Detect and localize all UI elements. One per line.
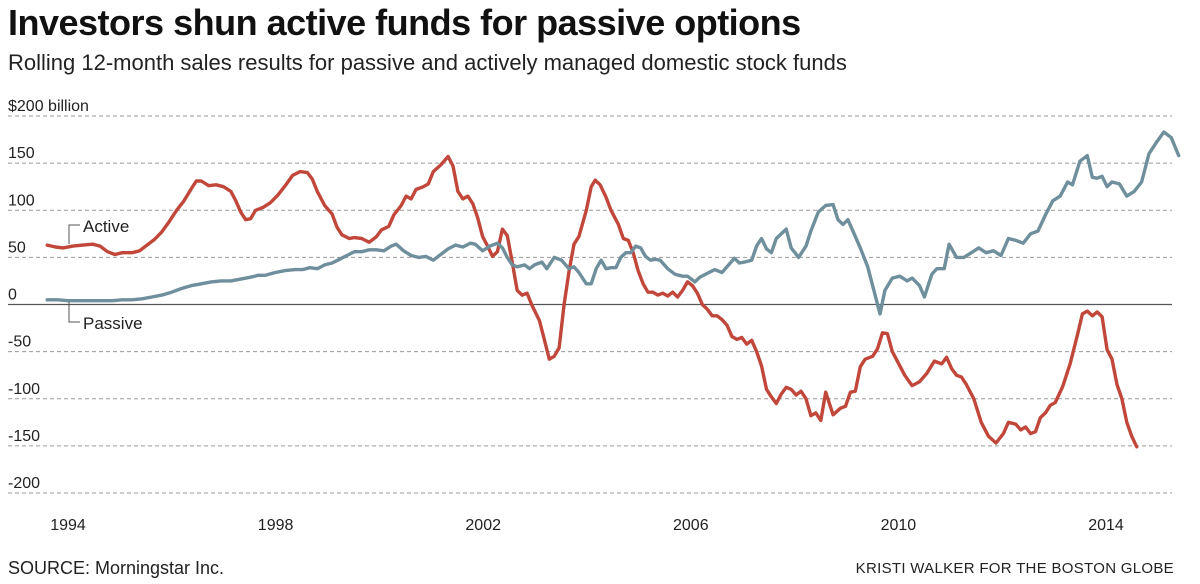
x-tick-label: 1994 <box>50 517 86 534</box>
x-tick-label: 2006 <box>673 517 709 534</box>
y-tick-label: 100 <box>8 192 35 209</box>
chart-title: Investors shun active funds for passive … <box>8 2 801 43</box>
series-label-passive: Passive <box>83 314 143 333</box>
x-tick-label: 2014 <box>1088 517 1124 534</box>
x-axis-tick-labels: 1994 1998 2002 2006 2010 2014 <box>50 517 1124 534</box>
passive-label-leader <box>68 301 80 323</box>
x-tick-label: 1998 <box>258 517 294 534</box>
y-tick-label: -200 <box>8 475 40 492</box>
x-tick-label: 2002 <box>465 517 501 534</box>
series-line-active <box>45 154 1139 449</box>
y-tick-label: 150 <box>8 145 35 162</box>
y-tick-label: -50 <box>8 334 31 351</box>
y-tick-label: -150 <box>8 428 40 445</box>
series-labels: Active Passive <box>68 217 143 333</box>
y-axis-tick-labels: $200 billion 150 100 50 0 -50 -100 -150 -200 <box>8 98 89 492</box>
x-tick-label: 2010 <box>881 517 917 534</box>
y-tick-label: -100 <box>8 381 40 398</box>
source-note: SOURCE: Morningstar Inc. <box>8 558 225 578</box>
y-tick-label: 50 <box>8 239 26 256</box>
series-line-passive <box>45 130 1181 316</box>
series-label-active: Active <box>83 217 129 236</box>
credit-note: KRISTI WALKER FOR THE BOSTON GLOBE <box>855 560 1174 577</box>
gridlines <box>8 115 1172 494</box>
y-tick-label: $200 billion <box>8 98 89 115</box>
y-tick-label: 0 <box>8 287 17 304</box>
active-label-leader <box>68 224 80 245</box>
series-lines <box>45 130 1181 449</box>
chart-subtitle: Rolling 12-month sales results for passi… <box>8 50 847 75</box>
